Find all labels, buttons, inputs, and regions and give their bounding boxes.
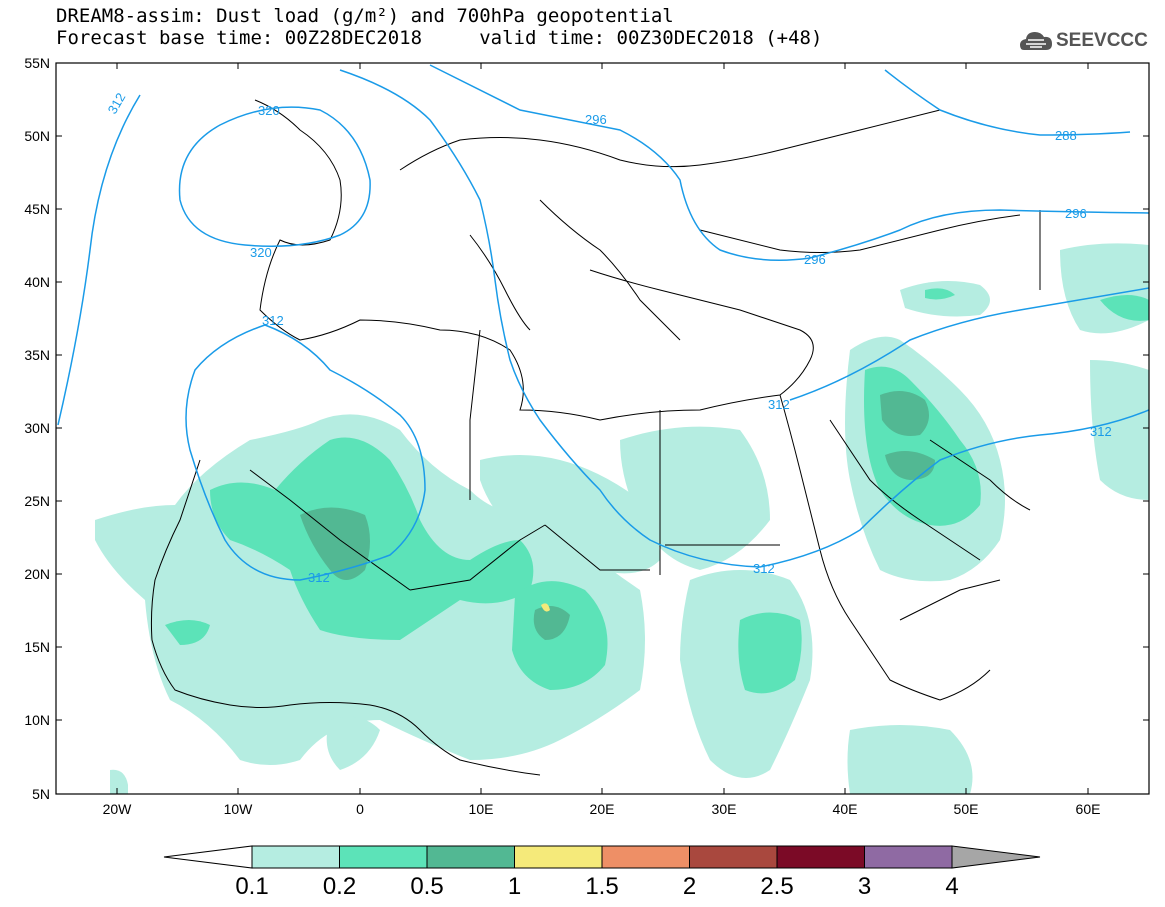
lon-labels: 20W 10W 0 10E 20E 30E 40E 50E 60E	[103, 801, 1101, 817]
lat-ticks	[56, 62, 1149, 795]
colorbar-swatch	[339, 845, 428, 869]
lat-label: 40N	[24, 274, 50, 290]
lon-label: 60E	[1076, 801, 1101, 817]
geopotential-contours	[57, 64, 1149, 581]
coastlines	[150, 99, 1041, 776]
lon-label: 40E	[833, 801, 858, 817]
colorbar-swatch	[601, 845, 690, 869]
dust-level-0.5	[300, 391, 935, 640]
svg-text:320: 320	[250, 245, 272, 260]
colorbar-tick-label: 4	[945, 873, 958, 900]
forecast-time-line: Forecast base time: 00Z28DEC2018 valid t…	[56, 27, 823, 49]
svg-text:296: 296	[585, 112, 607, 127]
colorbar-swatch	[251, 845, 340, 869]
dust-level-1	[541, 603, 550, 612]
colorbar-swatch	[689, 845, 778, 869]
svg-text:320: 320	[258, 103, 280, 118]
lon-label: 10W	[224, 801, 254, 817]
cloud-logo-icon	[1020, 32, 1052, 50]
colorbar-under-arrow	[163, 845, 253, 869]
svg-text:312: 312	[308, 570, 330, 585]
colorbar-swatch	[776, 845, 865, 869]
svg-text:312: 312	[753, 561, 775, 576]
lon-ticks	[116, 63, 1089, 794]
colorbar: 0.1 0.2 0.5 1 1.5 2 2.5 3 4	[163, 845, 1041, 900]
lat-label: 45N	[24, 201, 50, 217]
svg-text:312: 312	[262, 313, 284, 328]
lon-label: 10E	[469, 801, 494, 817]
colorbar-tick-label: 1	[508, 873, 521, 900]
colorbar-tick-label: 2.5	[760, 873, 793, 900]
lon-label: 30E	[712, 801, 737, 817]
colorbar-tick-label: 0.1	[235, 873, 268, 900]
lon-label: 20E	[590, 801, 615, 817]
colorbar-swatch	[514, 845, 603, 869]
colorbar-tick-label: 2	[683, 873, 696, 900]
colorbar-swatch	[864, 845, 953, 869]
lat-label: 25N	[24, 493, 50, 509]
colorbar-swatch	[426, 845, 515, 869]
lat-label: 20N	[24, 566, 50, 582]
map-title: DREAM8-assim: Dust load (g/m²) and 700hP…	[56, 5, 674, 27]
svg-text:296: 296	[804, 252, 826, 267]
colorbar-tick-label: 3	[858, 873, 871, 900]
lon-label: 50E	[954, 801, 979, 817]
lat-label: 50N	[24, 128, 50, 144]
svg-text:296: 296	[1065, 206, 1087, 221]
lat-label: 5N	[32, 786, 50, 802]
svg-text:312: 312	[768, 397, 790, 412]
colorbar-tick-label: 0.5	[410, 873, 443, 900]
logo-text: SEEVCCC	[1056, 30, 1148, 51]
lat-label: 30N	[24, 420, 50, 436]
lat-label: 35N	[24, 347, 50, 363]
svg-text:288: 288	[1055, 128, 1077, 143]
lat-label: 15N	[24, 639, 50, 655]
lat-labels: 55N 50N 45N 40N 35N 30N 25N 20N 15N 10N …	[24, 55, 50, 802]
lat-label: 55N	[24, 55, 50, 71]
colorbar-over-arrow	[951, 845, 1041, 869]
lon-label: 0	[356, 801, 364, 817]
lat-label: 10N	[24, 712, 50, 728]
dust-field: 312 320 320 312 296 288 296 296 312 312 …	[57, 64, 1149, 794]
colorbar-tick-label: 1.5	[585, 873, 618, 900]
lon-label: 20W	[103, 801, 133, 817]
colorbar-tick-label: 0.2	[323, 873, 356, 900]
svg-text:312: 312	[1090, 424, 1112, 439]
